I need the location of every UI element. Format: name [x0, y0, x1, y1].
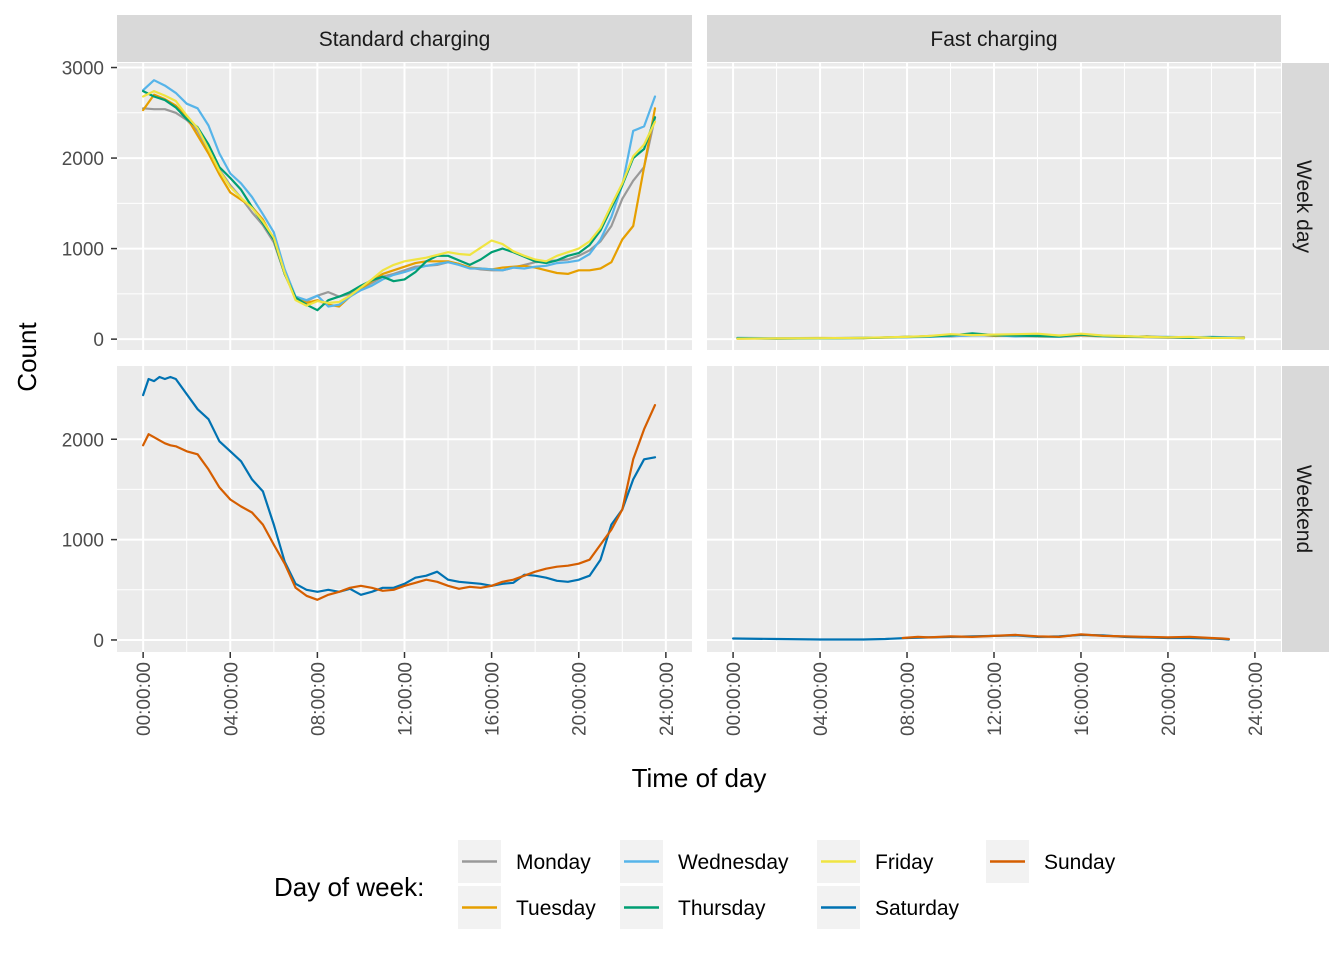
y-tick-label: 0	[93, 631, 104, 652]
x-tick-label: 04:00:00	[811, 662, 832, 736]
legend-item-tuesday: Tuesday	[458, 886, 596, 929]
x-tick-label: 24:00:00	[657, 662, 678, 736]
facet-strip-week-day	[1282, 63, 1329, 350]
legend-label-friday: Friday	[875, 851, 934, 874]
legend: Day of week: Monday Tuesday Wednesday Thursd…	[274, 840, 1116, 929]
x-tick-label: 12:00:00	[985, 662, 1006, 736]
legend-label-wednesday: Wednesday	[678, 851, 789, 874]
series-group-standard-charging-weekend	[142, 375, 657, 601]
facet-label-standard-charging: Standard charging	[319, 28, 491, 51]
series-line-wednesday	[142, 79, 657, 308]
series-group-fast-charging-weekend	[731, 633, 1230, 641]
legend-label-saturday: Saturday	[875, 897, 960, 920]
facet-strip-weekend	[1282, 366, 1329, 652]
x-tick-label: 20:00:00	[1159, 662, 1180, 736]
panel-standard-charging-week-day	[117, 63, 692, 350]
series-line-friday	[736, 332, 1246, 340]
x-axis-title: Time of day	[632, 763, 767, 793]
x-tick-label: 16:00:00	[483, 662, 504, 736]
legend-item-wednesday: Wednesday	[620, 840, 789, 883]
series-group-fast-charging-week-day	[736, 332, 1246, 340]
x-tick-label: 24:00:00	[1246, 662, 1267, 736]
y-tick-label: 0	[93, 330, 104, 351]
series-line-friday	[142, 89, 657, 307]
facet-label-week-day: Week day	[1292, 160, 1315, 253]
legend-label-tuesday: Tuesday	[516, 897, 596, 920]
legend-label-thursday: Thursday	[678, 897, 766, 920]
y-axis-title: Count	[12, 322, 42, 392]
x-tick-label: 08:00:00	[898, 662, 919, 736]
facet-label-weekend: Weekend	[1292, 465, 1315, 553]
y-tick-label: 2000	[62, 149, 104, 170]
facet-strip-fast-charging	[707, 15, 1281, 62]
x-tick-label: 08:00:00	[308, 662, 329, 736]
facet-strip-standard-charging	[117, 15, 692, 62]
y-tick-label: 2000	[62, 430, 104, 451]
legend-item-saturday: Saturday	[817, 886, 960, 929]
legend-item-thursday: Thursday	[620, 886, 766, 929]
y-tick-label: 3000	[62, 59, 104, 80]
series-line-sunday	[901, 633, 1230, 641]
series-line-tuesday	[142, 93, 657, 308]
x-tick-label: 00:00:00	[724, 662, 745, 736]
y-tick-label: 1000	[62, 531, 104, 552]
y-tick-label: 1000	[62, 240, 104, 261]
legend-title: Day of week:	[274, 872, 424, 902]
x-tick-label: 04:00:00	[221, 662, 242, 736]
legend-label-sunday: Sunday	[1044, 851, 1116, 874]
legend-item-sunday: Sunday	[986, 840, 1116, 883]
x-tick-label: 12:00:00	[396, 662, 417, 736]
legend-item-friday: Friday	[817, 840, 934, 883]
series-group-standard-charging-week-day	[142, 79, 657, 312]
x-tick-label: 00:00:00	[134, 662, 155, 736]
legend-label-monday: Monday	[516, 851, 591, 874]
series-line-saturday	[142, 375, 657, 596]
x-tick-label: 16:00:00	[1072, 662, 1093, 736]
panel-fast-charging-week-day	[707, 63, 1281, 350]
x-tick-label: 20:00:00	[570, 662, 591, 736]
panel-fast-charging-weekend	[707, 366, 1281, 652]
panel-standard-charging-weekend	[117, 366, 692, 652]
series-line-sunday	[142, 404, 657, 601]
legend-item-monday: Monday	[458, 840, 591, 883]
facet-label-fast-charging: Fast charging	[930, 28, 1057, 51]
series-line-thursday	[142, 89, 657, 312]
